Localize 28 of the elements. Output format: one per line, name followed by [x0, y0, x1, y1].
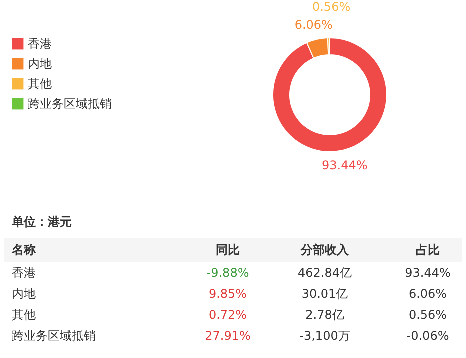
- text: 其他: [12, 308, 36, 322]
- text: 内地: [12, 287, 36, 301]
- data-label: 0.56%: [312, 0, 351, 14]
- text: 6.06%: [408, 287, 448, 301]
- text: 30.01亿: [302, 287, 348, 301]
- text: 同比: [216, 243, 240, 257]
- legend-label: 跨业务区域抵销: [28, 97, 112, 111]
- data-label: 6.06%: [294, 18, 333, 32]
- text: -3,100万: [300, 329, 350, 343]
- text: 93.44%: [405, 266, 451, 280]
- text: 0.72%: [208, 308, 248, 322]
- legend-label: 香港: [28, 37, 52, 51]
- text: 香港: [12, 266, 36, 280]
- text: 单位：港元: [11, 215, 72, 229]
- text: 9.85%: [208, 287, 248, 301]
- legend-label: 其他: [28, 77, 52, 91]
- legend-label: 内地: [28, 57, 52, 71]
- text: 2.78亿: [306, 308, 344, 322]
- text: 占比: [416, 243, 440, 257]
- text: 462.84亿: [298, 266, 352, 280]
- text: 跨业务区域抵销: [12, 329, 96, 343]
- text: -9.88%: [206, 266, 250, 280]
- text: 名称: [11, 243, 37, 257]
- data-label: 93.44%: [322, 158, 368, 172]
- text: 27.91%: [205, 329, 251, 343]
- text: 分部收入: [300, 243, 350, 257]
- text: -0.06%: [406, 329, 450, 343]
- text: 0.56%: [408, 308, 448, 322]
